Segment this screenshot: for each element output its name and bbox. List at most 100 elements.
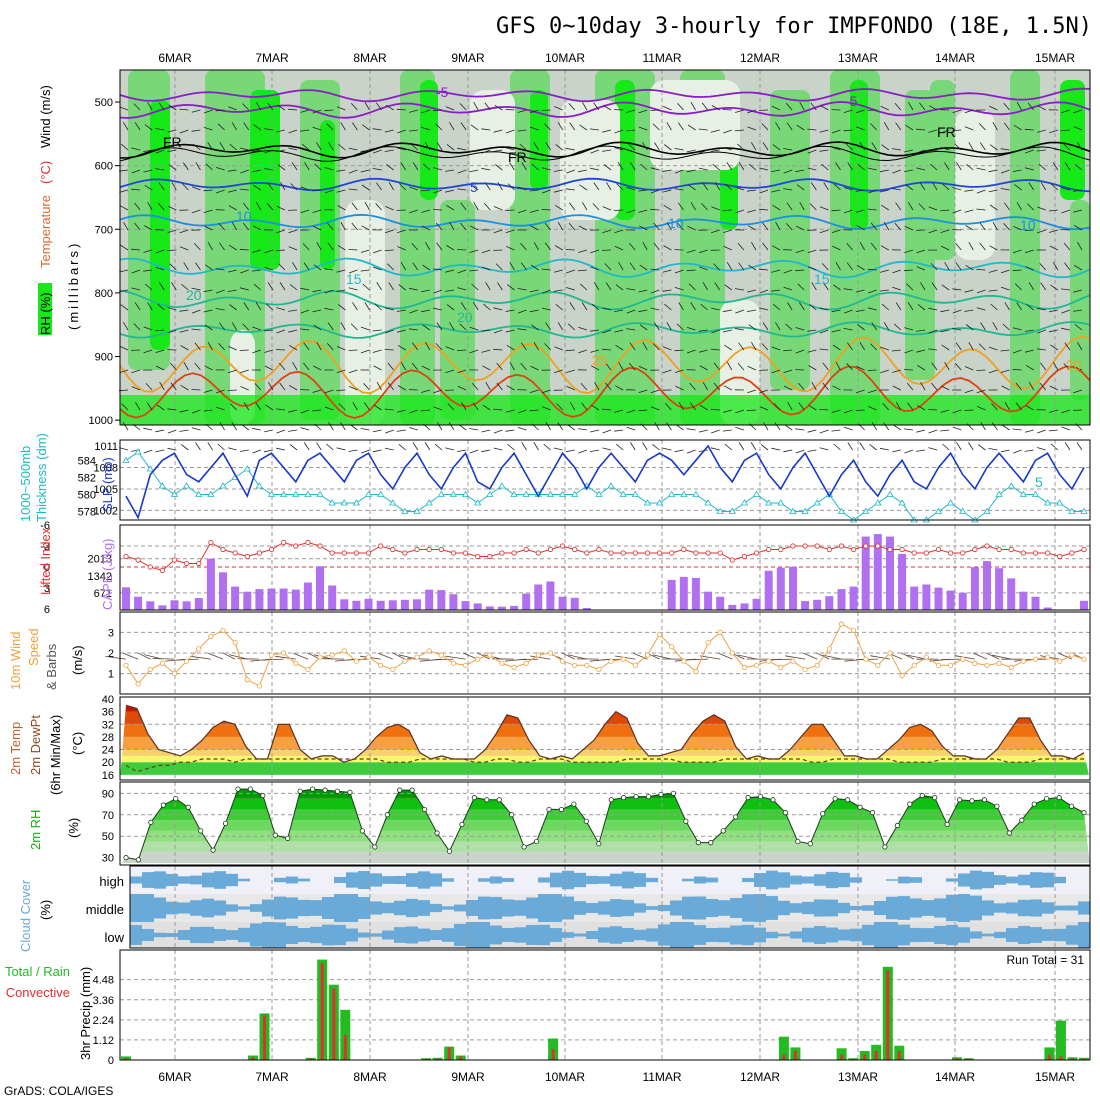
- cloud-block: [778, 933, 790, 937]
- wind-barb: [352, 402, 358, 411]
- wind-barb: [602, 447, 612, 451]
- wind-barb: [787, 401, 793, 411]
- wind-barb: [759, 268, 769, 271]
- wind-barb: [626, 109, 636, 113]
- wind-barb: [1012, 327, 1022, 331]
- cape-bar: [122, 587, 130, 610]
- lifted-index-marker: [935, 546, 942, 553]
- wind-barb: [870, 655, 891, 660]
- cape-bar: [388, 600, 397, 610]
- wind-barb: [228, 346, 237, 351]
- wind-barb: [207, 341, 213, 351]
- wind-barb: [590, 266, 600, 271]
- thickness-line-marker: [801, 507, 809, 514]
- wind-barb: [810, 102, 817, 111]
- wind-speed-marker: [681, 658, 687, 664]
- thickness-line-marker: [837, 507, 846, 514]
- wind-barb: [327, 242, 334, 251]
- wind-barb: [409, 109, 418, 113]
- rh2m-marker: [583, 818, 589, 824]
- wind-barb: [811, 282, 817, 291]
- wind-barb: [565, 188, 575, 191]
- rh2m-marker: [633, 793, 639, 800]
- wind-barb: [723, 229, 732, 233]
- wind-barb: [638, 109, 648, 114]
- wind-barb: [917, 405, 926, 411]
- wind-barb: [1012, 249, 1022, 254]
- wind-tick: 2: [108, 648, 114, 660]
- wind-barb: [590, 429, 600, 433]
- wind-barb: [497, 282, 503, 291]
- wind-barb: [131, 269, 141, 274]
- wind-barb: [203, 189, 213, 192]
- rh2m-marker: [509, 812, 515, 818]
- rh2m-marker: [1068, 803, 1075, 809]
- wind-barb: [569, 302, 576, 311]
- wind-barb: [1048, 309, 1058, 313]
- wind-barb: [638, 365, 648, 371]
- wind-barb: [614, 147, 624, 151]
- cape-bar: [134, 596, 143, 610]
- wind-barb: [348, 449, 358, 452]
- wind-barb: [807, 128, 817, 131]
- wind-barb: [520, 262, 527, 271]
- wind-barb: [579, 184, 588, 191]
- wind-barb: [738, 442, 745, 451]
- wind-barb: [122, 422, 129, 431]
- rh-plume: [150, 100, 170, 350]
- wind-barb: [167, 408, 177, 411]
- cape-bar: [922, 584, 931, 610]
- upper-side-labels: RH (%) Temperature (°C) Wind (m/s) (mill…: [38, 85, 81, 335]
- cloud-block: [790, 931, 802, 939]
- wind-barb: [336, 369, 346, 374]
- wind-barb: [928, 229, 938, 234]
- wind-barb: [300, 427, 310, 431]
- top-date-label: 10MAR: [545, 51, 585, 65]
- temp-line: [125, 704, 1085, 763]
- wind-barb: [940, 245, 950, 251]
- grads-credit: GrADS: COLA/IGES: [4, 1084, 113, 1098]
- lifted-index-marker: [693, 550, 699, 556]
- wind-barb: [674, 269, 684, 274]
- lifted-index-marker: [256, 550, 262, 556]
- wind-barb: [396, 329, 406, 333]
- wind-barb: [1001, 424, 1010, 431]
- wind-barb: [638, 309, 648, 313]
- cloud-block: [442, 878, 454, 882]
- rh2m-marker: [247, 786, 254, 792]
- thickness-label: 1000~500mb: [18, 446, 33, 522]
- wind-barb: [338, 403, 346, 411]
- wind-barb: [750, 442, 757, 451]
- lifted-index-marker: [899, 546, 905, 553]
- thickness-line-marker: [558, 490, 567, 497]
- wind-barb: [134, 202, 141, 211]
- wind-speed-marker: [778, 664, 784, 670]
- cloud-block: [382, 902, 394, 914]
- wind-barb: [1061, 327, 1071, 331]
- wind-barb: [171, 282, 177, 291]
- wind-barb: [252, 349, 261, 354]
- wind-barb: [384, 408, 394, 411]
- wind-barb: [469, 326, 479, 331]
- wind-barb: [445, 346, 455, 351]
- wind-barb: [179, 246, 189, 251]
- wind-barb: [542, 189, 551, 194]
- wind-barb: [941, 284, 950, 291]
- wind-barb: [771, 289, 781, 292]
- wind-barb: [219, 322, 225, 331]
- thickness-line-marker: [425, 499, 433, 506]
- wind-barb: [893, 323, 902, 331]
- wind-barb: [892, 385, 902, 391]
- wind-barb: [940, 329, 950, 333]
- wind-barb: [807, 349, 817, 353]
- wind-barb: [409, 186, 418, 191]
- cloud-block: [142, 872, 154, 888]
- wind-barb: [928, 429, 938, 434]
- isotherm-line: [119, 321, 1091, 339]
- wind-barb: [1060, 129, 1070, 132]
- wind-barb: [179, 429, 189, 432]
- wind-barb: [276, 447, 286, 451]
- wind-barb: [432, 209, 442, 211]
- wind-barb: [372, 329, 382, 332]
